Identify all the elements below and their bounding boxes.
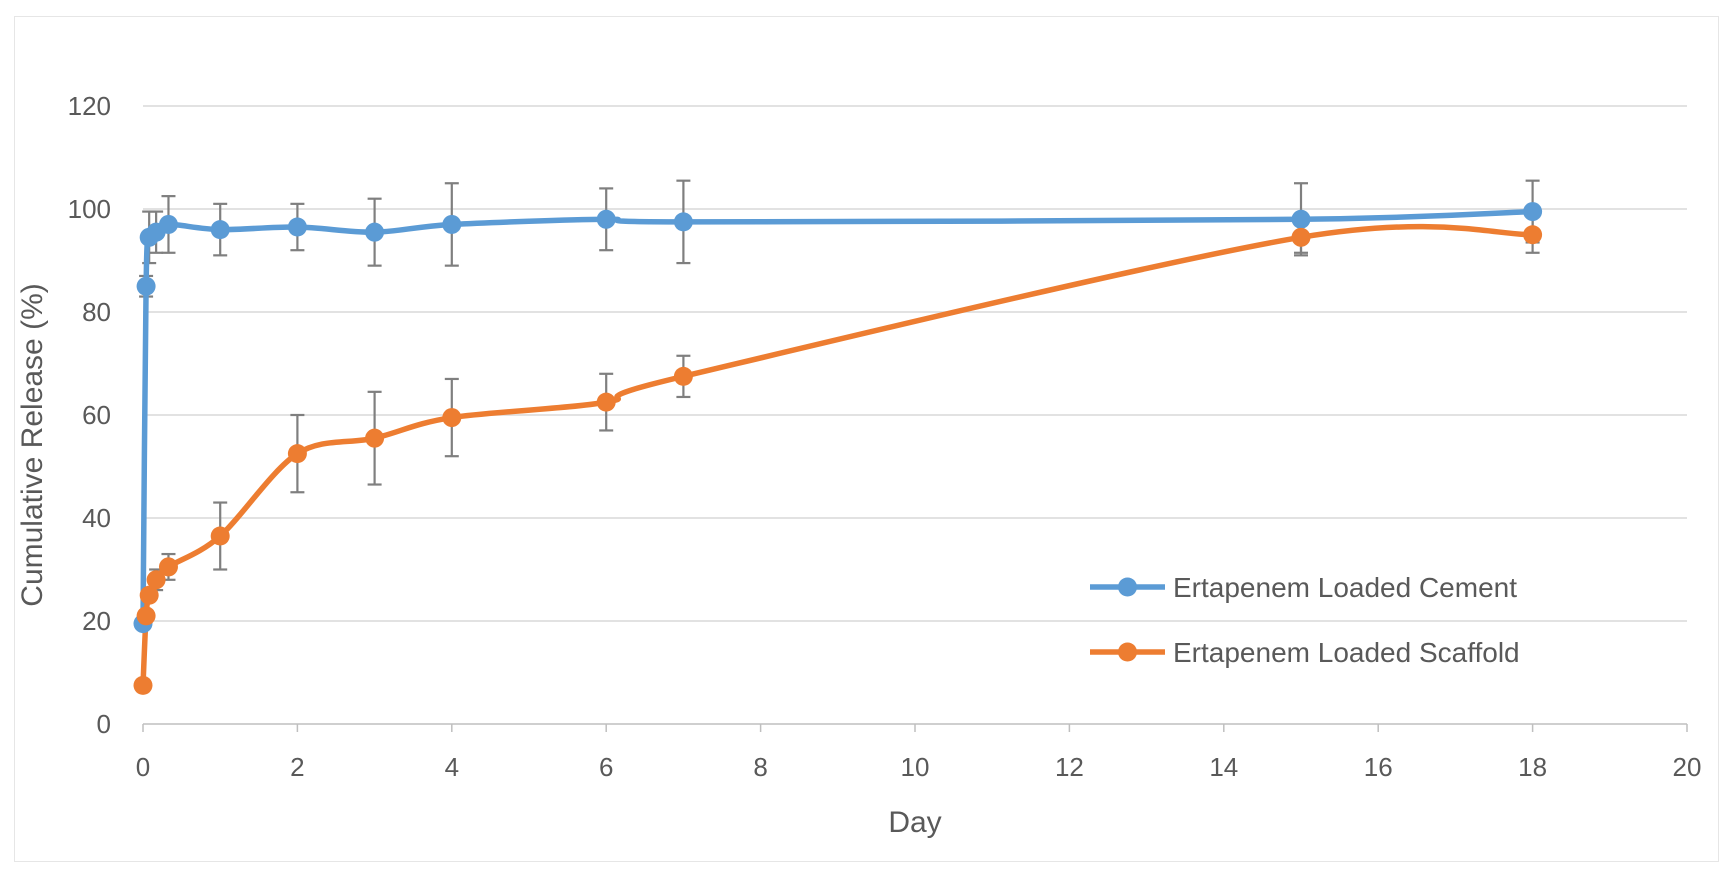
data-point (287, 217, 307, 237)
series-markers (133, 202, 1543, 695)
data-point (365, 222, 385, 242)
data-point (442, 408, 462, 428)
x-tick-label: 20 (1673, 752, 1702, 782)
axes (142, 723, 1688, 732)
y-tick-label: 20 (82, 606, 111, 636)
series-line-1 (140, 208, 1536, 627)
data-point (146, 570, 166, 590)
data-point (1291, 209, 1311, 229)
data-point (287, 444, 307, 464)
legend-swatch-marker (1118, 642, 1137, 662)
data-point (673, 366, 693, 386)
error-bars (136, 179, 1540, 692)
x-tick-label: 12 (1055, 752, 1084, 782)
data-point (596, 392, 616, 412)
x-tick-label: 6 (599, 752, 613, 782)
y-tick-label: 60 (82, 400, 111, 430)
x-tick-label: 10 (901, 752, 930, 782)
data-point (596, 209, 616, 229)
tick-labels: 0 20 40 60 80 100 120 0 2 4 6 8 10 12 14 16 18 20 (68, 91, 1702, 782)
y-tick-label: 80 (82, 297, 111, 327)
data-point (158, 214, 178, 234)
data-point (210, 220, 230, 240)
data-point (158, 557, 178, 577)
x-tick-label: 0 (136, 752, 150, 782)
y-axis-title: Cumulative Release (%) (16, 283, 49, 606)
legend-entry: Ertapenem Loaded Scaffold (1090, 637, 1520, 668)
data-point (442, 214, 462, 234)
data-point (136, 606, 156, 626)
x-tick-label: 14 (1209, 752, 1238, 782)
x-tick-label: 18 (1518, 752, 1547, 782)
y-tick-label: 120 (68, 91, 111, 121)
data-point (139, 585, 159, 605)
legend-label: Ertapenem Loaded Scaffold (1173, 637, 1520, 668)
data-point (210, 526, 230, 546)
data-point (1523, 202, 1543, 222)
y-tick-label: 100 (68, 194, 111, 224)
data-point (1523, 225, 1543, 245)
x-tick-label: 2 (290, 752, 304, 782)
legend: Ertapenem Loaded Cement Ertapenem Loaded … (1090, 572, 1520, 668)
legend-entry: Ertapenem Loaded Cement (1090, 572, 1517, 603)
x-axis-title: Day (888, 806, 941, 839)
series-line-2 (140, 223, 1536, 689)
y-tick-label: 40 (82, 503, 111, 533)
legend-swatch-marker (1118, 577, 1137, 597)
data-point (365, 428, 385, 448)
x-tick-label: 8 (753, 752, 767, 782)
data-point (133, 675, 153, 695)
y-tick-label: 0 (97, 709, 111, 739)
legend-label: Ertapenem Loaded Cement (1173, 572, 1517, 603)
data-point (1291, 227, 1311, 247)
data-point (136, 276, 156, 296)
x-tick-label: 4 (445, 752, 459, 782)
data-point (673, 212, 693, 232)
gridlines (143, 105, 1687, 622)
series-lines (140, 208, 1536, 689)
x-tick-label: 16 (1364, 752, 1393, 782)
